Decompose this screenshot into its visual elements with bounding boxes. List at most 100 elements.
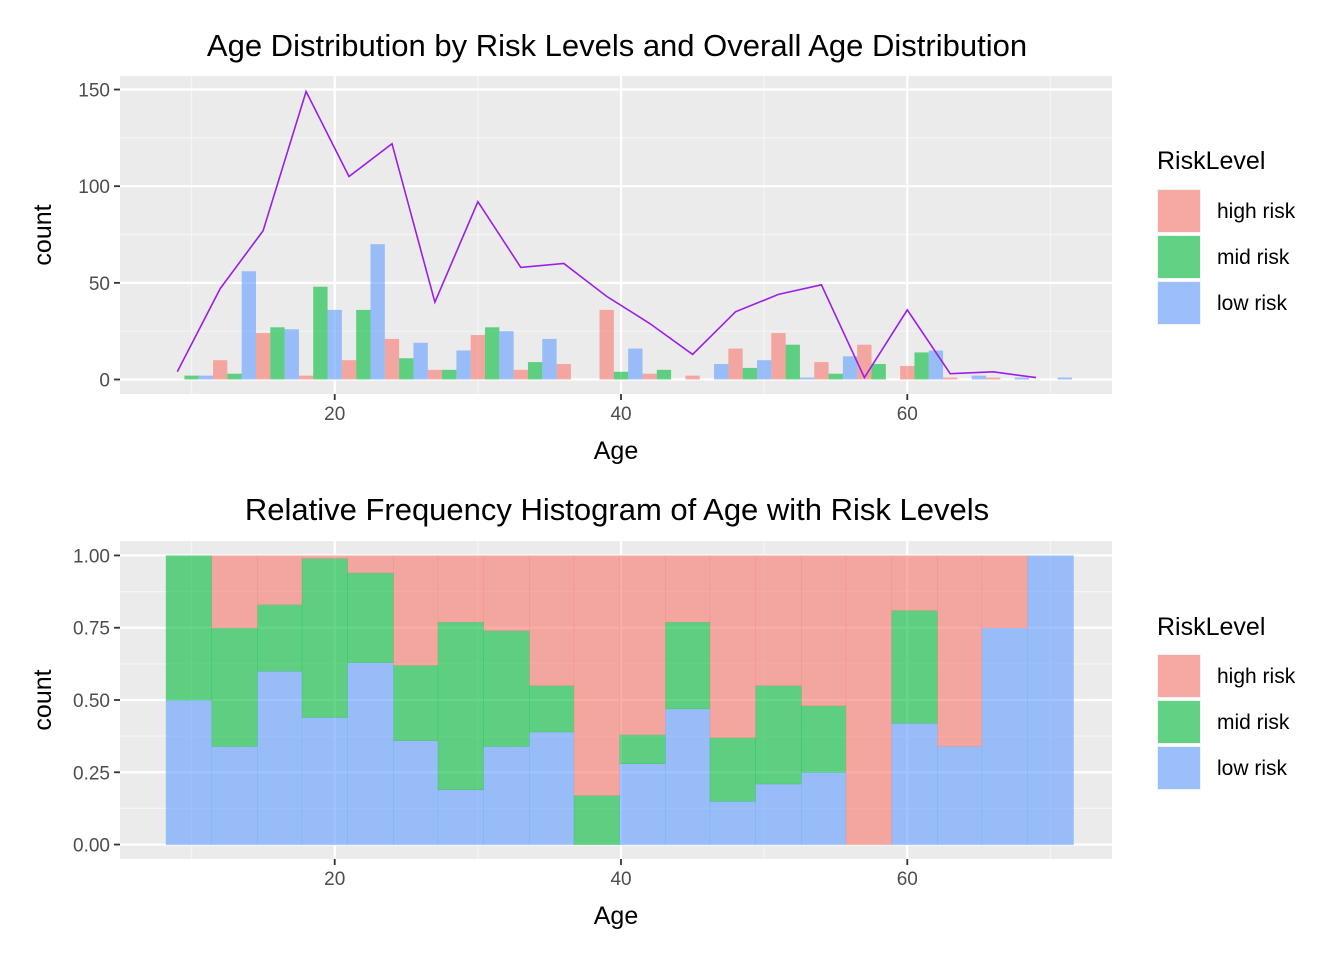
bar-mid-risk <box>356 309 371 380</box>
legend-label-high-risk: high risk <box>1217 200 1296 223</box>
bar-high-risk <box>556 364 571 380</box>
bar-high-risk <box>213 360 228 380</box>
bar-high-risk <box>986 377 1001 380</box>
histogram-bin-mid-risk <box>437 621 484 791</box>
histogram-bin-low-risk <box>393 740 439 845</box>
x-tick-label: 60 <box>897 869 918 890</box>
bar-mid-risk <box>227 373 242 380</box>
bar-high-risk <box>599 309 614 380</box>
bar-low-risk <box>799 377 815 380</box>
bar-mid-risk <box>914 352 929 380</box>
histogram-bin-low-risk <box>165 700 213 845</box>
y-tick-label: 0.75 <box>73 619 110 640</box>
bar-low-risk <box>628 348 643 380</box>
bar-mid-risk <box>828 373 843 380</box>
y-tick-label: 1.00 <box>73 546 110 567</box>
histogram-bin-mid-risk <box>301 558 349 718</box>
bar-low-risk <box>756 360 772 380</box>
histogram-bin-high-risk <box>301 555 349 559</box>
bar-low-risk <box>1014 377 1029 380</box>
bar-mid-risk <box>442 369 457 380</box>
bar-low-risk <box>1057 377 1072 380</box>
histogram-bin-low-risk <box>891 723 938 845</box>
histogram-bin-high-risk <box>483 555 530 632</box>
bar-low-risk <box>370 244 385 380</box>
histogram-bin-mid-risk <box>165 555 213 701</box>
bar-low-risk <box>284 329 299 380</box>
chart-2-x-axis-label: Age <box>594 902 638 930</box>
chart-2-axes: 20 40 60 0.00 0.25 0.50 0.75 1.00 <box>73 546 918 890</box>
bar-low-risk <box>928 350 944 380</box>
bar-high-risk <box>384 338 400 380</box>
histogram-bin-high-risk <box>437 555 484 623</box>
histogram-bin-mid-risk <box>347 572 394 663</box>
bar-low-risk <box>413 342 428 380</box>
overall-age-line <box>176 89 1037 380</box>
histogram-bin-mid-risk <box>257 604 303 672</box>
histogram-bin-low-risk <box>301 717 349 845</box>
bar-mid-risk <box>399 358 414 380</box>
bar-mid-risk <box>313 286 328 380</box>
chart-2: Relative Frequency Histogram of Age with… <box>29 492 1296 930</box>
bar-mid-risk <box>656 369 672 380</box>
legend-swatch-low-risk <box>1158 747 1200 789</box>
x-tick-label: 60 <box>897 404 918 425</box>
legend-swatch-mid-risk <box>1158 701 1200 743</box>
bar-low-risk <box>971 375 987 380</box>
y-tick-label: 0.00 <box>73 836 110 857</box>
histogram-bin-mid-risk <box>665 621 711 710</box>
bar-high-risk <box>341 360 357 380</box>
histogram-bin-high-risk <box>211 555 258 629</box>
chart-1-line-layer <box>176 89 1037 380</box>
bar-mid-risk <box>184 375 199 380</box>
chart-2-bars <box>165 555 1074 845</box>
legend-label-mid-risk: mid risk <box>1217 246 1290 269</box>
bar-mid-risk <box>527 362 543 380</box>
histogram-bin-high-risk <box>709 555 756 738</box>
histogram-bin-high-risk <box>891 555 938 611</box>
bar-mid-risk <box>613 371 629 380</box>
histogram-bin-high-risk <box>257 555 303 605</box>
histogram-bin-high-risk <box>937 555 983 747</box>
legend-swatch-high-risk <box>1158 655 1200 697</box>
y-tick-label: 0.25 <box>73 763 110 784</box>
histogram-bin-high-risk <box>573 555 620 796</box>
histogram-bin-low-risk <box>483 746 530 845</box>
bar-high-risk <box>814 362 829 380</box>
bar-low-risk <box>456 350 471 380</box>
y-tick-label: 150 <box>78 81 110 102</box>
bar-high-risk <box>427 369 443 380</box>
legend-1-title: RiskLevel <box>1157 147 1265 175</box>
chart-1-y-axis-label: count <box>29 204 57 265</box>
histogram-bin-high-risk <box>845 555 892 845</box>
histogram-bin-low-risk <box>529 731 575 845</box>
bar-high-risk <box>857 344 872 380</box>
histogram-bin-low-risk <box>801 772 847 845</box>
histogram-bin-mid-risk <box>483 630 530 747</box>
histogram-bin-high-risk <box>619 555 666 736</box>
y-tick-label: 100 <box>78 177 110 198</box>
chart-1-x-axis-label: Age <box>594 437 638 465</box>
bar-mid-risk <box>785 344 800 380</box>
y-tick-label: 0.50 <box>73 691 110 712</box>
histogram-bin-low-risk <box>709 801 756 845</box>
legend-swatch-low-risk <box>1158 282 1200 324</box>
x-tick-label: 20 <box>324 404 345 425</box>
histogram-bin-mid-risk <box>891 610 938 724</box>
chart-2-y-axis-label: count <box>29 669 57 730</box>
bar-low-risk <box>499 331 514 380</box>
bar-low-risk <box>327 309 342 380</box>
legend-swatch-high-risk <box>1158 190 1200 232</box>
x-tick-label: 40 <box>610 869 631 890</box>
bar-high-risk <box>298 375 314 380</box>
bar-high-risk <box>513 369 528 380</box>
histogram-bin-mid-risk <box>211 627 258 747</box>
bar-mid-risk <box>485 327 500 380</box>
bar-low-risk <box>198 375 214 380</box>
bar-low-risk <box>714 364 729 380</box>
histogram-bin-low-risk <box>665 708 711 845</box>
legend-label-low-risk: low risk <box>1217 757 1288 780</box>
histogram-bin-low-risk <box>755 783 802 845</box>
bar-mid-risk <box>742 367 757 380</box>
y-tick-label: 50 <box>89 274 110 295</box>
